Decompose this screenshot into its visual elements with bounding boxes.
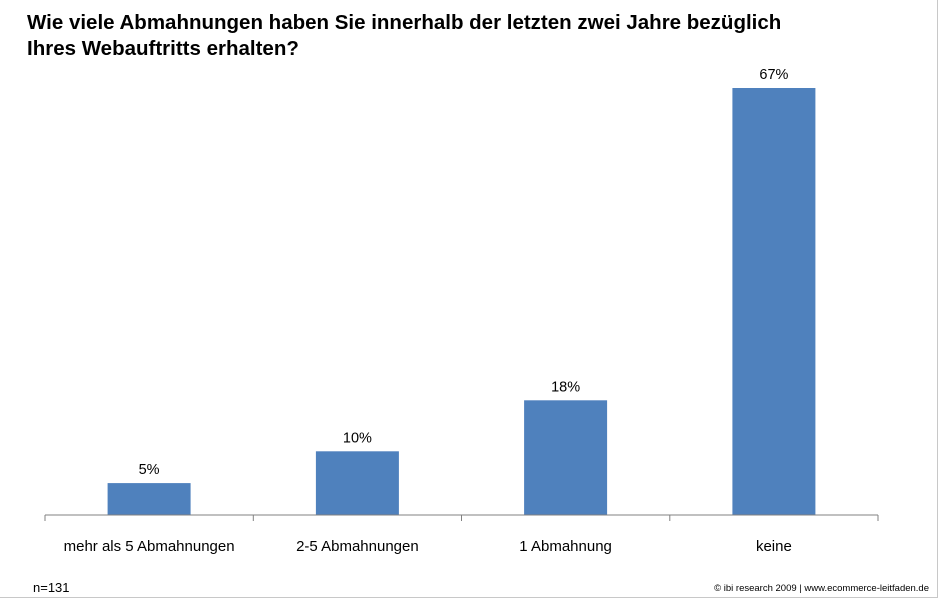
category-label-1: mehr als 5 Abmahnungen: [64, 538, 235, 555]
bar-1: [107, 483, 191, 515]
chart-title-line-1: Wie viele Abmahnungen haben Sie innerhal…: [27, 11, 782, 34]
chart-title: Wie viele Abmahnungen haben Sie innerhal…: [27, 10, 917, 62]
data-label-1: 5%: [139, 462, 160, 478]
bar-3: [524, 400, 608, 515]
source-credit: © ibi research 2009 | www.ecommerce-leit…: [714, 583, 929, 594]
category-label-3: 1 Abmahnung: [519, 538, 612, 555]
bar-4: [732, 88, 816, 515]
category-label-2: 2-5 Abmahnungen: [296, 538, 419, 555]
category-label-4: keine: [756, 538, 792, 555]
data-label-2: 10%: [343, 430, 372, 446]
data-label-3: 18%: [551, 379, 580, 395]
sample-size-note: n=131: [33, 580, 70, 595]
chart-title-line-2: Ihres Webauftritts erhalten?: [27, 37, 299, 60]
data-label-4: 67%: [759, 67, 788, 83]
bar-2: [315, 451, 399, 515]
